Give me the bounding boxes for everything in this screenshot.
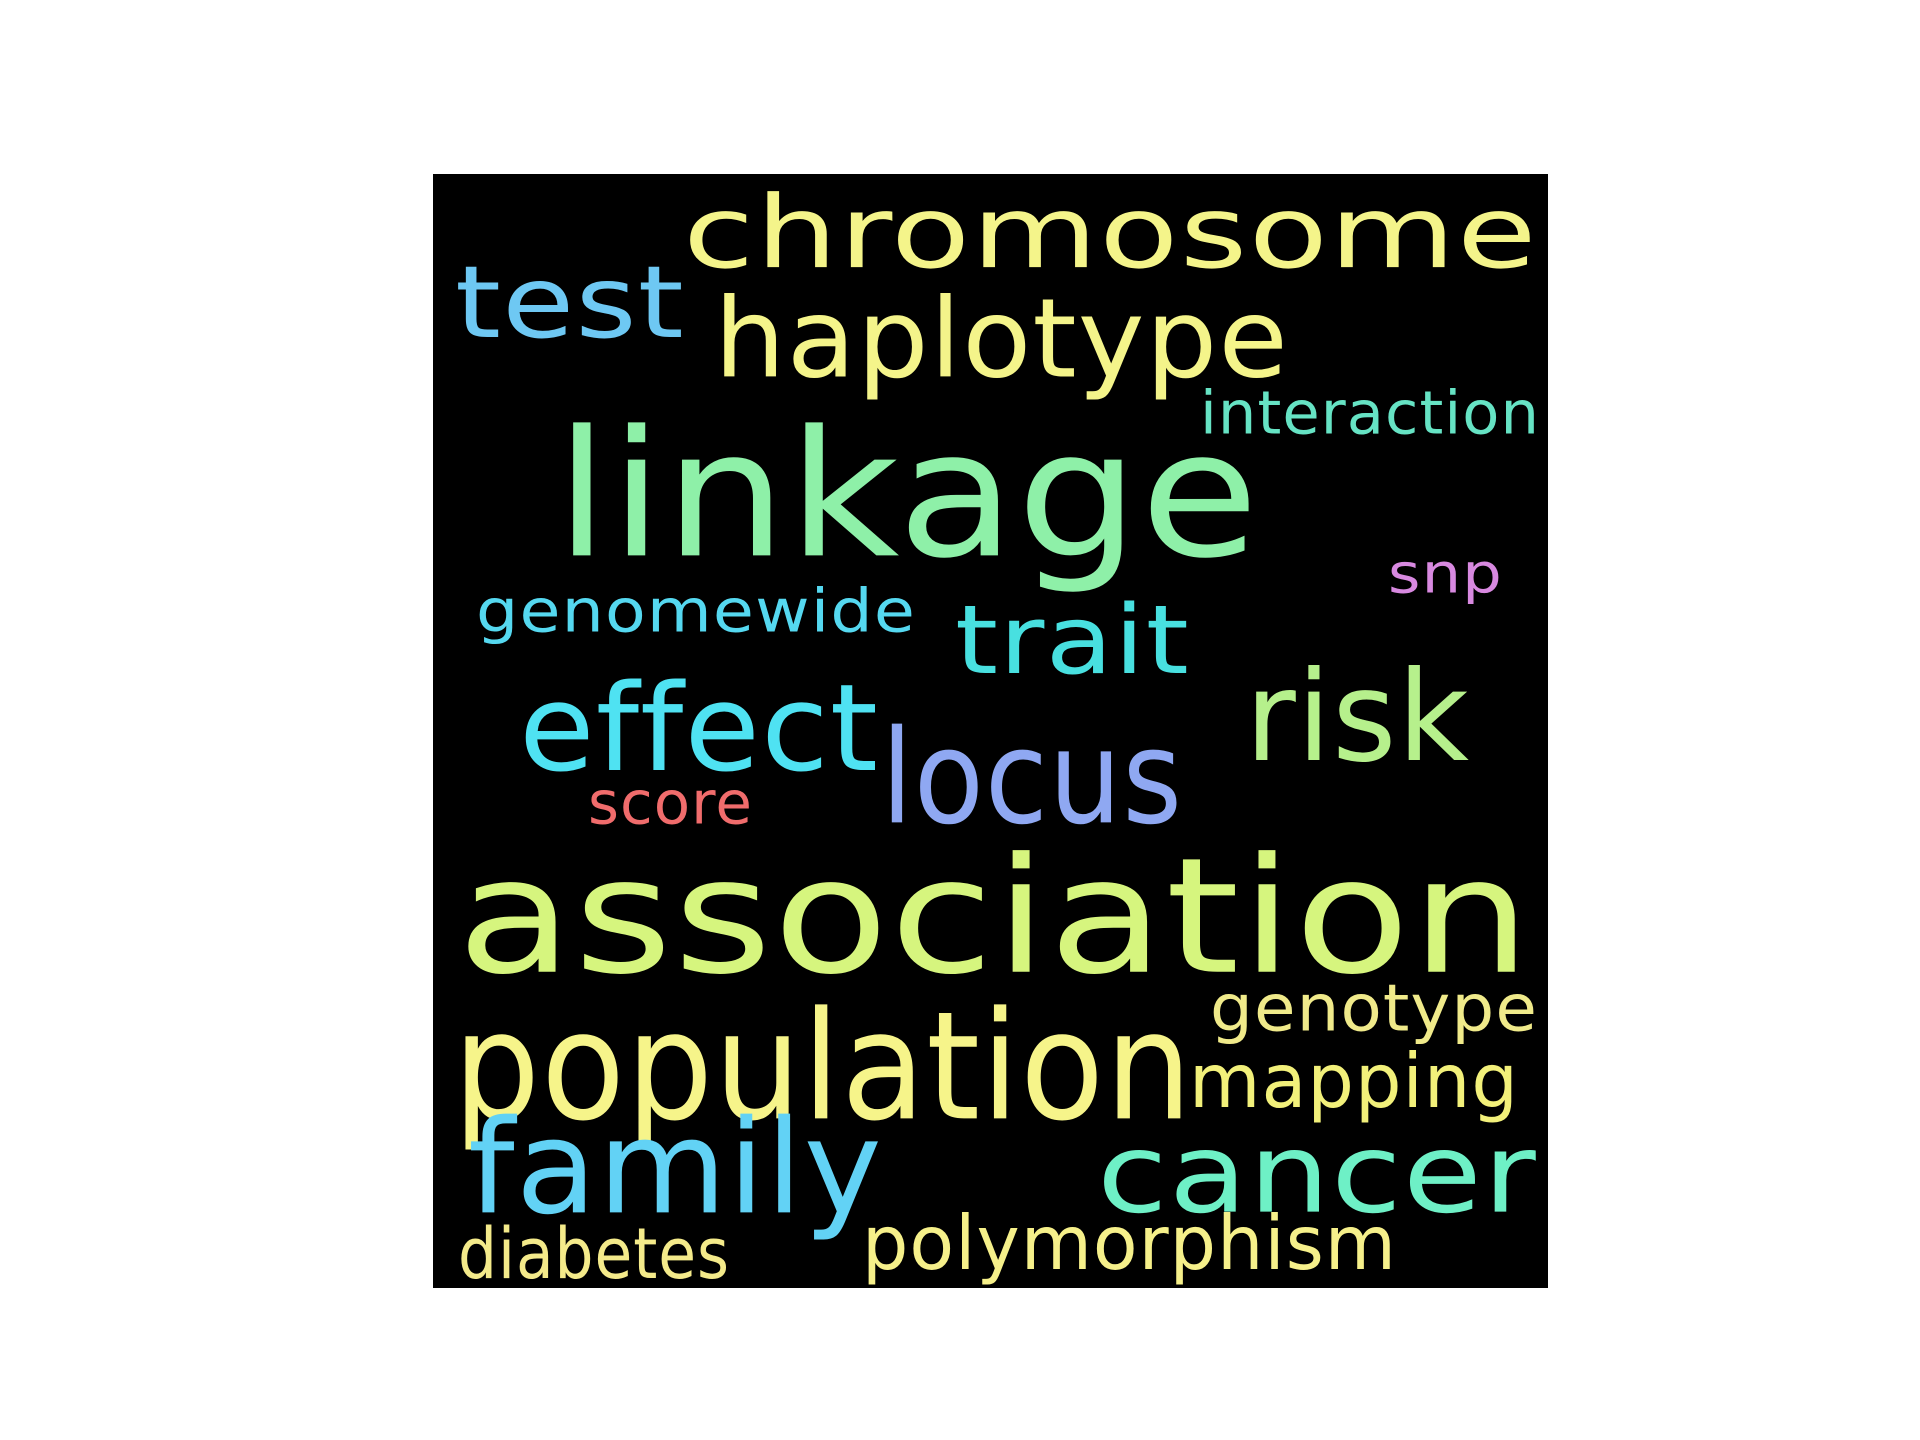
word-genotype: genotype	[1210, 970, 1538, 1047]
word-interaction: interaction	[1200, 378, 1540, 449]
word-cloud: chromosome test haplotype interaction li…	[433, 174, 1548, 1288]
word-polymorphism: polymorphism	[862, 1199, 1397, 1288]
word-diabetes: diabetes	[458, 1212, 730, 1288]
word-test: test	[455, 245, 685, 362]
word-population: population	[453, 979, 1193, 1155]
word-haplotype: haplotype	[714, 274, 1289, 403]
word-chromosome: chromosome	[683, 175, 1538, 292]
word-association: association	[457, 823, 1532, 1010]
word-risk: risk	[1245, 645, 1470, 791]
word-family: family	[468, 1092, 883, 1244]
word-linkage: linkage	[555, 394, 1260, 598]
word-locus: locus	[881, 702, 1183, 854]
word-effect: effect	[519, 658, 879, 799]
word-score: score	[588, 768, 753, 839]
word-trait: trait	[955, 585, 1190, 697]
word-mapping: mapping	[1189, 1037, 1519, 1126]
word-cancer: cancer	[1097, 1109, 1537, 1238]
word-genomewide: genomewide	[476, 576, 916, 647]
word-snp: snp	[1388, 542, 1503, 606]
